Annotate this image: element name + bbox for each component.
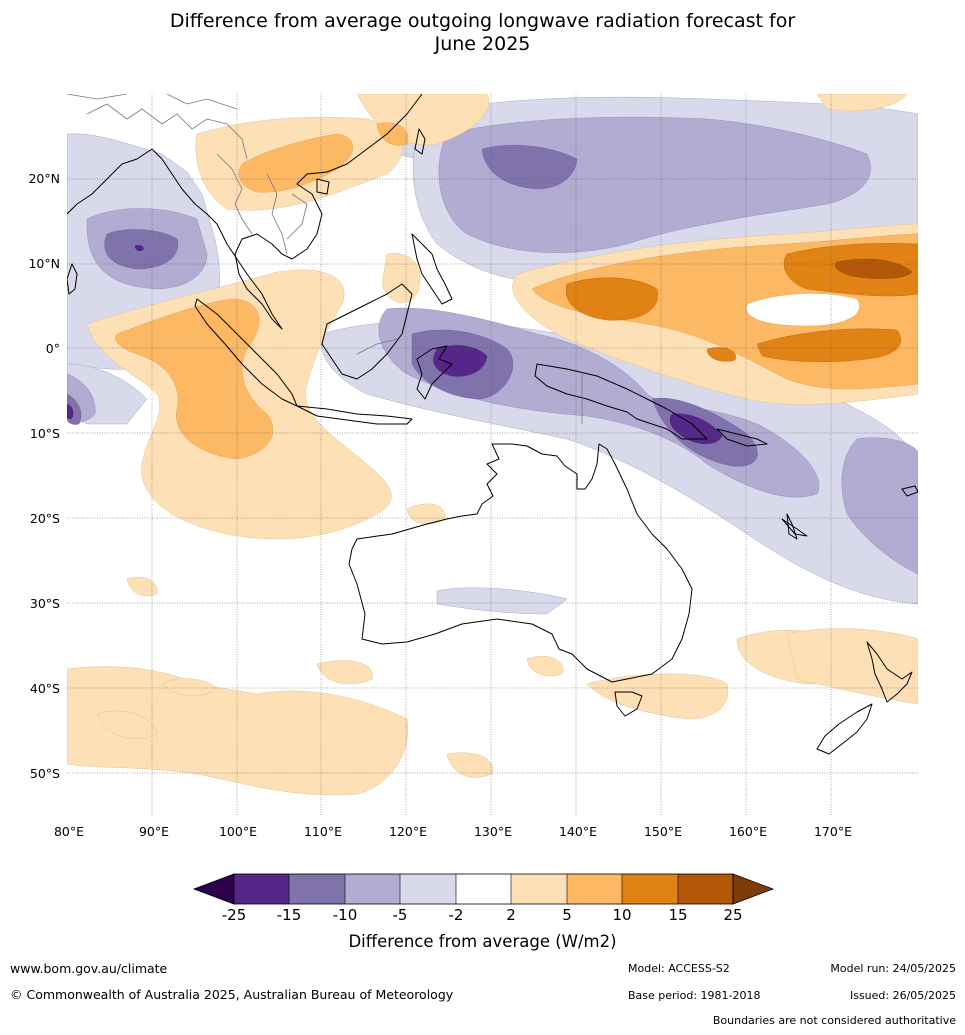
- boundaries-disclaimer: Boundaries are not considered authoritat…: [712, 1014, 956, 1027]
- title-line-2: June 2025: [434, 33, 531, 55]
- philippines-coast: [411, 233, 453, 305]
- lon-label-100e: 100°E: [218, 824, 257, 839]
- lon-label-120e: 120°E: [388, 824, 427, 839]
- coastlines: [67, 94, 918, 755]
- colorbar-tick-label: -15: [276, 906, 302, 924]
- fiji-coast: [901, 485, 918, 497]
- asia-mainland-coast: [67, 94, 423, 330]
- new-guinea-coast: [534, 363, 708, 440]
- sumatra-coast: [194, 298, 298, 407]
- lon-label-140e: 140°E: [558, 824, 597, 839]
- copyright-text: © Commonwealth of Australia 2025, Austra…: [10, 987, 454, 1002]
- colorbar-bin-3: [345, 874, 400, 904]
- model-name: Model: ACCESS-S2: [628, 962, 730, 975]
- borneo-coast: [321, 283, 413, 380]
- colorbar-extend-high: [732, 873, 775, 905]
- colorbar-tick-label: -25: [221, 906, 247, 924]
- olr-anomaly-map: [67, 94, 918, 816]
- colorbar-tick-label: 25: [723, 906, 743, 924]
- country-boundaries: [67, 94, 583, 424]
- colorbar-tick-label: -5: [392, 906, 408, 924]
- colorbar-bin-4: [400, 874, 456, 904]
- colorbar-tick-label: -2: [448, 906, 464, 924]
- website-link[interactable]: www.bom.gov.au/climate: [10, 961, 168, 976]
- new-caledonia-coast: [781, 518, 808, 537]
- colorbar-tick-label: 2: [506, 906, 516, 924]
- lat-label-30s: 30°S: [29, 596, 60, 611]
- colorbar-bin-7: [567, 874, 622, 904]
- lon-label-130e: 130°E: [473, 824, 512, 839]
- vanuatu-coast: [786, 513, 798, 540]
- colorbar: [192, 873, 775, 905]
- tasmania-coast: [614, 691, 643, 717]
- title-line-1: Difference from average outgoing longwav…: [169, 10, 796, 32]
- colorbar-label: Difference from average (W/m2): [348, 932, 617, 951]
- sri-lanka-coast: [67, 263, 78, 295]
- lat-label-10s: 10°S: [29, 426, 60, 441]
- lat-label-20s: 20°S: [29, 511, 60, 526]
- anomaly-layer-strong-positive: [565, 243, 918, 363]
- model-run-date: Model run: 24/05/2025: [830, 962, 956, 975]
- lat-label-50s: 50°S: [29, 766, 60, 781]
- colorbar-tick-label: 10: [612, 906, 632, 924]
- chart-title: Difference from average outgoing longwav…: [0, 10, 965, 56]
- lon-label-90e: 90°E: [138, 824, 170, 839]
- lon-label-80e: 80°E: [53, 824, 85, 839]
- new-zealand-north: [866, 641, 913, 703]
- lon-label-170e: 170°E: [813, 824, 852, 839]
- colorbar-bin-9: [678, 874, 733, 904]
- lon-label-150e: 150°E: [643, 824, 682, 839]
- colorbar-bin-1: [234, 874, 289, 904]
- base-period: Base period: 1981-2018: [628, 989, 761, 1002]
- lat-label-40s: 40°S: [29, 681, 60, 696]
- australia-coast: [348, 443, 693, 683]
- colorbar-bin-6: [511, 874, 567, 904]
- java-coast: [296, 405, 413, 425]
- colorbar-tick-label: -10: [332, 906, 358, 924]
- graticule: [67, 94, 918, 816]
- colorbar-tick-label: 15: [668, 906, 688, 924]
- solomon-islands-coast: [716, 428, 768, 447]
- taiwan-coast: [414, 128, 426, 155]
- lat-label-20n: 20°N: [28, 171, 60, 186]
- hainan-coast: [316, 178, 330, 195]
- lon-label-110e: 110°E: [303, 824, 342, 839]
- colorbar-bin-2: [289, 874, 345, 904]
- new-zealand-south: [816, 703, 873, 755]
- sulawesi-coast: [416, 345, 453, 400]
- lat-label-0: 0°: [45, 341, 60, 356]
- lat-label-10n: 10°N: [28, 256, 60, 271]
- lon-label-160e: 160°E: [728, 824, 767, 839]
- issued-date: Issued: 26/05/2025: [849, 989, 956, 1002]
- colorbar-bin-8: [622, 874, 678, 904]
- colorbar-tick-label: 5: [562, 906, 572, 924]
- colorbar-bin-5: [456, 874, 511, 904]
- colorbar-extend-low: [192, 873, 235, 905]
